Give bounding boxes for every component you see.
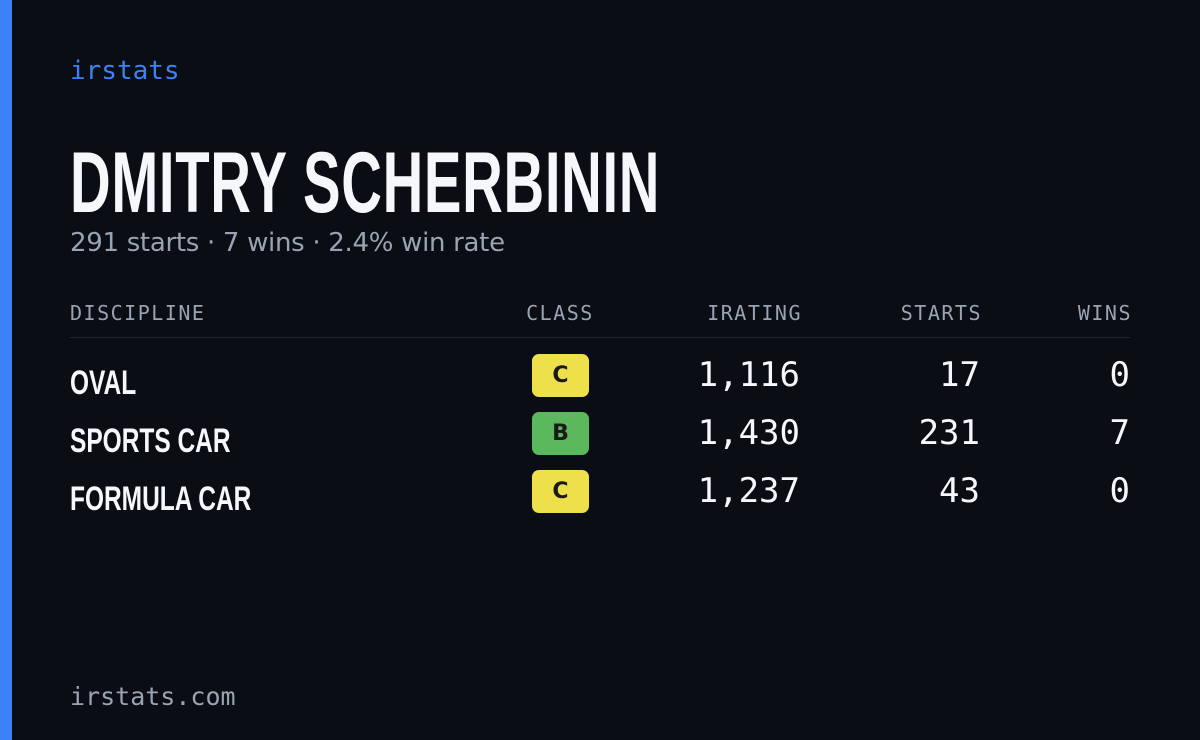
class-badge: B	[532, 412, 589, 455]
accent-bar	[0, 0, 12, 740]
starts: 17	[939, 355, 980, 395]
wins: 0	[1109, 471, 1130, 511]
driver-name: DMITRY SCHERBININ	[70, 135, 661, 231]
header-rule	[70, 337, 1130, 338]
class-badge: C	[532, 470, 589, 513]
discipline: SPORTS CAR	[70, 422, 231, 460]
irating: 1,237	[697, 471, 800, 511]
discipline: FORMULA CAR	[70, 480, 252, 518]
header-discipline: DISCIPLINE	[70, 301, 206, 325]
brand: irstats	[70, 56, 180, 86]
summary: 291 starts · 7 wins · 2.4% win rate	[70, 228, 505, 258]
wins: 7	[1109, 413, 1130, 453]
header-wins: WINS	[1077, 301, 1132, 325]
class-badge: C	[532, 354, 589, 397]
starts: 231	[918, 413, 980, 453]
header-irating: IRATING	[707, 301, 802, 325]
header-class: CLASS	[526, 301, 594, 325]
irating: 1,116	[697, 355, 800, 395]
starts: 43	[939, 471, 980, 511]
footer: irstats.com	[70, 682, 236, 711]
wins: 0	[1109, 355, 1130, 395]
discipline: OVAL	[70, 364, 137, 402]
irating: 1,430	[697, 413, 800, 453]
header-starts: STARTS	[900, 301, 982, 325]
